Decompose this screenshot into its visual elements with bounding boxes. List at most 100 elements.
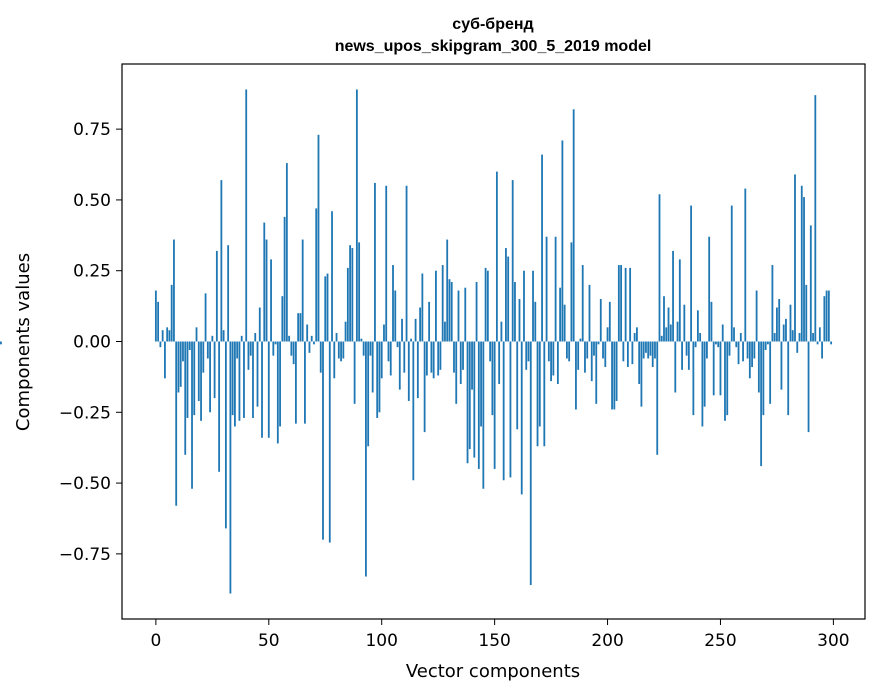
x-tick-label: 250 xyxy=(704,631,736,651)
bar-118 xyxy=(421,273,424,342)
bar-279 xyxy=(785,318,787,342)
bar-224 xyxy=(660,335,663,342)
bar-105 xyxy=(392,265,394,342)
bar-83 xyxy=(342,341,345,359)
bar-42 xyxy=(249,341,252,356)
bar-30 xyxy=(222,330,225,342)
bar-216 xyxy=(642,341,645,359)
y-axis-ticks: −0.75 −0.50 −0.25 0.00 0.25 0.50 0.75 xyxy=(59,120,122,565)
bar-171 xyxy=(541,154,543,342)
bar-73 xyxy=(319,341,322,373)
bar-241 xyxy=(699,333,702,342)
bar-151 xyxy=(495,171,498,342)
bar-119 xyxy=(423,341,426,433)
bar-155 xyxy=(505,248,507,342)
x-tick-label: 0 xyxy=(150,631,161,651)
bar-271 xyxy=(766,341,769,345)
bar-219 xyxy=(649,341,652,356)
bar-229 xyxy=(672,250,674,342)
bar-194 xyxy=(593,341,595,356)
bar-81 xyxy=(337,341,340,359)
bars-group xyxy=(0,89,833,594)
bar-135 xyxy=(459,341,462,384)
bar-121 xyxy=(428,301,431,342)
bar-215 xyxy=(640,341,643,407)
y-tick-label: 0.25 xyxy=(73,262,111,282)
bar-103 xyxy=(387,341,390,362)
bar-132 xyxy=(453,341,455,373)
bar-84 xyxy=(344,321,347,342)
bar-133 xyxy=(455,341,458,404)
bar-212 xyxy=(633,333,636,342)
bar-253 xyxy=(726,341,729,416)
bar-6 xyxy=(168,330,171,342)
bar-68 xyxy=(308,341,311,353)
bar-101 xyxy=(383,324,385,342)
bar-86 xyxy=(349,245,351,342)
bar-50 xyxy=(267,341,270,438)
bar-17 xyxy=(193,341,196,416)
bar-138 xyxy=(466,341,469,464)
y-tick-label: −0.50 xyxy=(59,474,111,494)
bar-289 xyxy=(807,341,810,433)
bar-233 xyxy=(681,341,683,370)
bar-251 xyxy=(721,324,724,342)
bar-265 xyxy=(753,341,756,359)
bar-237 xyxy=(690,205,693,342)
bar-213 xyxy=(636,327,638,342)
bar-259 xyxy=(739,333,742,342)
bar-207 xyxy=(622,341,625,362)
bar-270 xyxy=(764,341,767,350)
bar-56 xyxy=(281,296,284,342)
bar-95 xyxy=(369,341,372,356)
bar-246 xyxy=(710,301,713,342)
bar-55 xyxy=(279,341,281,427)
bar-111 xyxy=(405,185,408,342)
bar-15 xyxy=(188,341,191,350)
bar-37 xyxy=(238,341,241,421)
bar-285 xyxy=(798,333,801,342)
bar-88 xyxy=(353,341,356,404)
bar-153 xyxy=(500,321,503,342)
bar-184 xyxy=(570,242,573,342)
bar-208 xyxy=(624,267,627,342)
bar-18 xyxy=(195,327,198,342)
bar-80 xyxy=(335,333,338,342)
bar-196 xyxy=(597,341,600,345)
bar-20 xyxy=(200,341,202,421)
bar-57 xyxy=(283,216,286,342)
bar-269 xyxy=(762,341,765,416)
bar-110 xyxy=(403,341,406,373)
bar-36 xyxy=(236,341,239,359)
bar-7 xyxy=(170,284,173,342)
bar-160 xyxy=(516,341,519,430)
bar-205 xyxy=(617,265,620,342)
bar-59 xyxy=(288,335,291,342)
bar-96 xyxy=(371,341,374,393)
bar-154 xyxy=(502,341,505,481)
bar-177 xyxy=(554,236,557,342)
bar-150 xyxy=(493,341,496,469)
bar-131 xyxy=(450,282,453,342)
bar-293 xyxy=(816,341,819,345)
bar-2 xyxy=(159,341,162,348)
bar-54 xyxy=(276,341,279,444)
bar-239 xyxy=(694,341,697,348)
bar-71 xyxy=(315,208,318,342)
bar-295 xyxy=(821,341,823,359)
bar-262 xyxy=(746,341,749,359)
bar-159 xyxy=(514,282,516,342)
bar-204 xyxy=(615,341,618,401)
bar-117 xyxy=(419,307,422,342)
bar-76 xyxy=(326,273,329,342)
bar-248 xyxy=(715,341,717,345)
bar-112 xyxy=(407,341,410,401)
bar-94 xyxy=(367,341,370,447)
bar-63 xyxy=(297,313,300,342)
bar-58 xyxy=(285,163,288,342)
bar-296 xyxy=(823,296,826,342)
bar-198 xyxy=(602,341,604,359)
bar-64 xyxy=(299,313,302,342)
bar-147 xyxy=(486,270,489,342)
